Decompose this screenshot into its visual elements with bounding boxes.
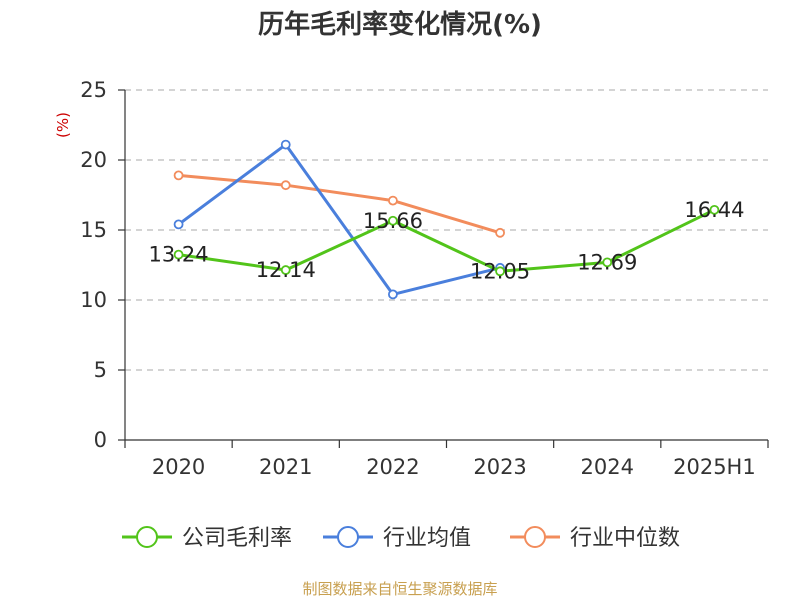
y-tick-label: 25	[80, 78, 107, 102]
y-axis-label: (%)	[54, 112, 72, 138]
data-label: 12.69	[577, 250, 637, 274]
axes: 0 5 10 15 20 25 2020 2021 2022 2023 2024 2025H1	[80, 78, 769, 479]
data-label: 12.05	[470, 259, 530, 283]
series-line	[178, 208, 716, 273]
data-point	[388, 215, 398, 226]
y-tick-label: 5	[94, 358, 107, 382]
legend-item-2: 行业中位数	[510, 526, 680, 551]
x-tick-label: 2020	[152, 455, 205, 479]
x-tick-label: 2021	[259, 455, 312, 479]
data-label: 13.24	[149, 243, 209, 267]
series-layer	[173, 139, 720, 300]
series-2	[173, 170, 505, 238]
series-0	[173, 204, 720, 277]
legend-item-0: 公司毛利率	[122, 526, 292, 551]
x-tick-label: 2023	[473, 455, 526, 479]
data-point	[280, 180, 291, 191]
legend-label: 行业均值	[383, 526, 471, 551]
x-tick-label: 2022	[366, 455, 419, 479]
data-label: 12.14	[256, 258, 316, 282]
data-point	[495, 227, 505, 238]
series-line	[177, 143, 501, 296]
data-point	[602, 257, 613, 268]
data-label: 15.66	[363, 209, 423, 233]
grid-lines	[125, 89, 768, 371]
x-tick-label: 2024	[581, 455, 634, 479]
legend-label: 行业中位数	[570, 526, 680, 551]
data-point	[280, 265, 291, 275]
data-point	[173, 249, 184, 260]
data-point	[495, 266, 505, 277]
x-tick-label: 2025H1	[673, 455, 756, 479]
data-point	[280, 139, 291, 150]
y-tick-label: 15	[80, 218, 107, 242]
y-tick-label: 20	[80, 148, 107, 172]
legend-swatch-marker	[524, 526, 546, 548]
y-tick-label: 0	[94, 428, 107, 452]
legend: 公司毛利率 行业均值 行业中位数	[122, 526, 680, 551]
legend-label: 公司毛利率	[182, 526, 292, 551]
legend-swatch-marker	[337, 526, 359, 548]
data-point	[388, 289, 398, 300]
data-point	[173, 170, 184, 181]
legend-swatch-marker	[136, 526, 158, 548]
data-labels: 13.24 12.14 15.66 12.05 12.69 16.44	[149, 198, 745, 283]
data-label: 16.44	[684, 198, 744, 222]
data-point	[388, 195, 398, 206]
y-tick-label: 10	[80, 288, 107, 312]
data-point	[709, 204, 720, 215]
series-line	[178, 173, 501, 235]
source-note: 制图数据来自恒生聚源数据库	[302, 580, 497, 598]
data-point	[173, 219, 184, 230]
chart-title: 历年毛利率变化情况(%)	[258, 9, 542, 40]
legend-item-1: 行业均值	[323, 526, 471, 551]
